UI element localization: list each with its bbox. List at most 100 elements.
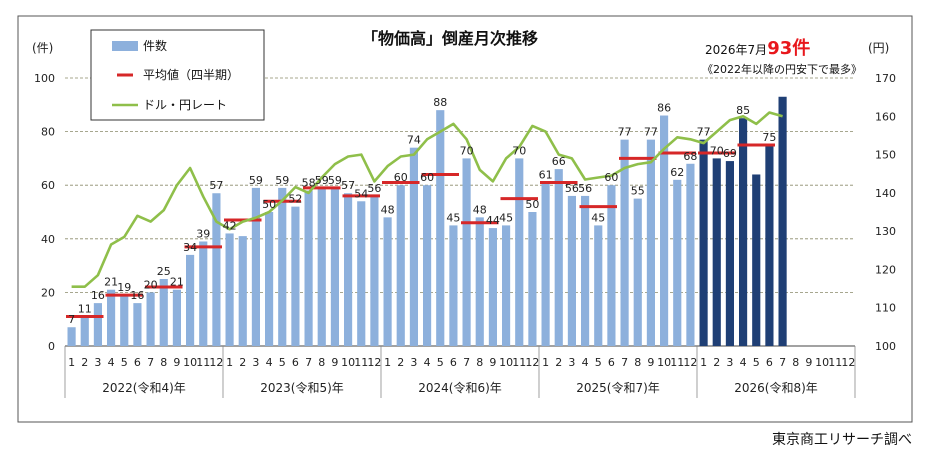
data-label: 56 xyxy=(565,182,579,195)
y-tick-label: 100 xyxy=(34,72,55,85)
bar xyxy=(120,295,129,346)
chart-title: 「物価高」倒産月次推移 xyxy=(362,29,538,48)
month-tick-label: 6 xyxy=(134,356,141,369)
data-label: 66 xyxy=(552,155,566,168)
data-label: 75 xyxy=(762,131,776,144)
bar xyxy=(673,179,682,346)
legend-label: 件数 xyxy=(143,38,167,53)
month-tick-label: 12 xyxy=(525,356,539,369)
data-label: 56 xyxy=(367,182,381,195)
month-tick-label: 10 xyxy=(657,356,671,369)
bar xyxy=(265,212,274,346)
data-label: 52 xyxy=(288,193,302,206)
bar xyxy=(725,161,734,346)
bar xyxy=(567,195,576,346)
month-tick-label: 2 xyxy=(81,356,88,369)
data-label: 48 xyxy=(473,203,487,216)
month-tick-label: 4 xyxy=(740,356,747,369)
bar xyxy=(581,195,590,346)
month-tick-label: 9 xyxy=(331,356,338,369)
bar xyxy=(778,96,787,346)
month-tick-label: 11 xyxy=(196,356,210,369)
y2-tick-label: 100 xyxy=(875,340,896,353)
data-label: 60 xyxy=(394,171,408,184)
month-tick-label: 5 xyxy=(437,356,444,369)
data-label: 74 xyxy=(407,134,421,147)
y2-tick-label: 140 xyxy=(875,187,896,200)
fx-rate-line xyxy=(71,111,783,289)
month-tick-label: 3 xyxy=(726,356,733,369)
month-tick-label: 7 xyxy=(621,356,628,369)
month-tick-label: 2 xyxy=(397,356,404,369)
bar xyxy=(396,185,405,346)
legend-bar-swatch xyxy=(112,41,138,51)
data-label: 59 xyxy=(275,174,289,187)
data-label: 11 xyxy=(78,303,92,316)
y-tick-label: 20 xyxy=(41,286,55,299)
month-tick-label: 1 xyxy=(700,356,707,369)
bar xyxy=(554,169,563,346)
bar xyxy=(186,254,195,346)
bar xyxy=(739,118,748,346)
legend-label: ドル・円レート xyxy=(143,98,227,112)
month-tick-label: 7 xyxy=(305,356,312,369)
y-tick-label: 80 xyxy=(41,126,55,139)
bar xyxy=(712,158,721,346)
month-tick-label: 7 xyxy=(779,356,786,369)
data-label: 59 xyxy=(249,174,263,187)
data-label: 60 xyxy=(604,171,618,184)
month-tick-label: 6 xyxy=(608,356,615,369)
month-tick-label: 12 xyxy=(209,356,223,369)
month-tick-label: 9 xyxy=(805,356,812,369)
data-label: 21 xyxy=(170,276,184,289)
bar xyxy=(502,225,511,346)
y2-tick-label: 170 xyxy=(875,72,896,85)
data-label: 45 xyxy=(591,211,605,224)
month-tick-label: 11 xyxy=(512,356,526,369)
data-label: 44 xyxy=(486,214,500,227)
data-label: 70 xyxy=(460,144,474,157)
bar xyxy=(344,193,353,346)
data-label: 19 xyxy=(117,281,131,294)
data-label: 58 xyxy=(302,177,316,190)
bar xyxy=(67,327,76,346)
month-tick-label: 10 xyxy=(183,356,197,369)
bar xyxy=(409,147,418,346)
data-label: 50 xyxy=(262,198,276,211)
bar xyxy=(357,201,366,346)
bar xyxy=(133,303,142,346)
data-label: 45 xyxy=(499,211,513,224)
bar xyxy=(620,139,629,346)
month-tick-label: 9 xyxy=(647,356,654,369)
month-tick-label: 8 xyxy=(792,356,799,369)
month-tick-label: 8 xyxy=(318,356,325,369)
month-tick-label: 5 xyxy=(595,356,602,369)
y2-tick-label: 130 xyxy=(875,225,896,238)
data-label: 61 xyxy=(539,169,553,182)
data-label: 59 xyxy=(328,174,342,187)
annotation-note: 《2022年以降の円安下で最多》 xyxy=(702,62,862,76)
bar xyxy=(488,228,497,346)
bar xyxy=(515,158,524,346)
bar xyxy=(475,217,484,346)
data-label: 70 xyxy=(512,144,526,157)
month-tick-label: 12 xyxy=(367,356,381,369)
bar xyxy=(423,185,432,346)
data-label: 55 xyxy=(631,185,645,198)
month-tick-label: 3 xyxy=(410,356,417,369)
month-tick-label: 11 xyxy=(828,356,842,369)
month-tick-label: 2 xyxy=(555,356,562,369)
data-label: 42 xyxy=(223,219,237,232)
bar xyxy=(449,225,458,346)
month-tick-label: 4 xyxy=(582,356,589,369)
y-tick-label: 0 xyxy=(48,340,55,353)
month-tick-label: 6 xyxy=(292,356,299,369)
data-label: 85 xyxy=(736,104,750,117)
month-tick-label: 11 xyxy=(670,356,684,369)
month-tick-label: 7 xyxy=(147,356,154,369)
bar xyxy=(304,190,313,346)
bar xyxy=(462,158,471,346)
data-label: 59 xyxy=(315,174,329,187)
bar xyxy=(752,174,761,346)
data-label: 60 xyxy=(420,171,434,184)
